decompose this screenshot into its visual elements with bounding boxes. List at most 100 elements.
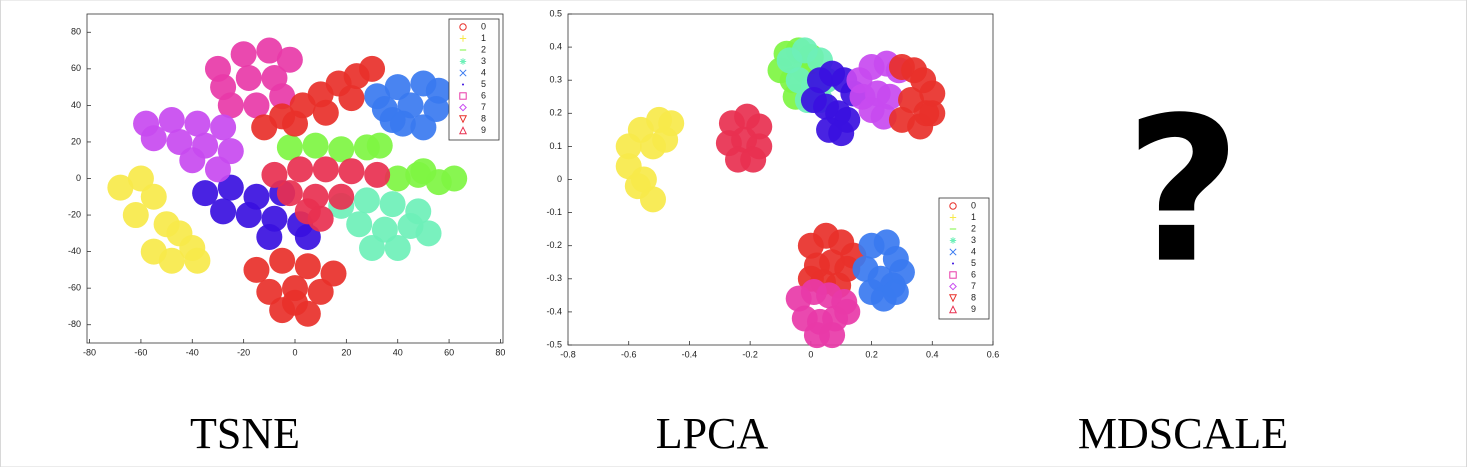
legend-label: 5 bbox=[971, 258, 976, 268]
point bbox=[140, 125, 167, 152]
point bbox=[410, 158, 437, 185]
point bbox=[261, 161, 288, 188]
x-tick-label: 60 bbox=[444, 347, 454, 357]
point bbox=[371, 216, 398, 243]
point bbox=[243, 92, 270, 119]
point bbox=[384, 234, 411, 261]
caption: LPCA bbox=[656, 409, 769, 458]
point bbox=[366, 132, 393, 159]
legend-symbol bbox=[949, 202, 957, 210]
x-tick-label: -40 bbox=[186, 347, 199, 357]
y-tick-label: -0.4 bbox=[546, 306, 562, 316]
point bbox=[140, 183, 167, 210]
point bbox=[338, 85, 365, 112]
x-tick-label: 0.2 bbox=[865, 349, 878, 359]
point bbox=[269, 83, 296, 110]
point bbox=[328, 136, 355, 163]
y-tick-label: 0 bbox=[76, 173, 81, 183]
y-tick-label: 40 bbox=[71, 100, 81, 110]
legend-symbol bbox=[948, 305, 958, 314]
point bbox=[338, 158, 365, 185]
point bbox=[876, 83, 903, 110]
x-tick-label: 0.4 bbox=[926, 349, 939, 359]
x-tick-label: -0.8 bbox=[560, 349, 576, 359]
point bbox=[379, 191, 406, 218]
caption: TSNE bbox=[190, 409, 300, 458]
point bbox=[328, 183, 355, 210]
caption: MDSCALE bbox=[1078, 409, 1288, 458]
legend-symbol bbox=[459, 92, 467, 100]
point bbox=[256, 278, 283, 305]
point bbox=[107, 174, 134, 201]
legend-label: 0 bbox=[971, 200, 976, 210]
legend-label: 0 bbox=[481, 21, 486, 31]
legend-symbol bbox=[459, 58, 467, 65]
y-tick-label: -0.5 bbox=[546, 339, 562, 349]
legend-label: 2 bbox=[971, 223, 976, 233]
y-tick-label: -40 bbox=[68, 246, 81, 256]
legend-symbol bbox=[949, 248, 957, 256]
point bbox=[415, 220, 442, 247]
legend-label: 6 bbox=[481, 90, 486, 100]
point bbox=[834, 298, 861, 325]
point bbox=[346, 211, 373, 238]
point bbox=[256, 37, 283, 64]
legend-label: 3 bbox=[971, 235, 976, 245]
point bbox=[630, 166, 657, 193]
point bbox=[302, 132, 329, 159]
point bbox=[158, 107, 185, 134]
legend-label: 2 bbox=[481, 44, 486, 54]
point bbox=[379, 107, 406, 134]
y-tick-label: 0.5 bbox=[549, 8, 562, 18]
y-tick-label: 0 bbox=[557, 174, 562, 184]
point bbox=[359, 234, 386, 261]
legend-symbol bbox=[459, 35, 467, 42]
legend-symbol bbox=[459, 23, 467, 31]
point bbox=[307, 205, 334, 232]
point bbox=[179, 147, 206, 174]
legend-label: 8 bbox=[971, 292, 976, 302]
legend-symbol bbox=[459, 103, 467, 112]
point bbox=[359, 55, 386, 82]
point bbox=[217, 174, 244, 201]
point bbox=[294, 253, 321, 280]
point bbox=[919, 80, 946, 107]
legend-symbol bbox=[949, 282, 957, 291]
point bbox=[184, 110, 211, 137]
x-tick-label: 80 bbox=[495, 347, 505, 357]
point bbox=[307, 278, 334, 305]
point bbox=[882, 279, 909, 306]
point bbox=[819, 322, 846, 349]
point bbox=[276, 46, 303, 73]
y-tick-label: 80 bbox=[71, 27, 81, 37]
point bbox=[217, 92, 244, 119]
legend-symbol bbox=[459, 69, 467, 77]
point bbox=[320, 260, 347, 287]
point bbox=[127, 165, 154, 192]
x-tick-label: 0 bbox=[808, 349, 813, 359]
x-tick-label: 40 bbox=[393, 347, 403, 357]
legend-label: 5 bbox=[481, 79, 486, 89]
y-tick-label: 0.2 bbox=[549, 108, 562, 118]
legend-label: 9 bbox=[481, 125, 486, 135]
point bbox=[410, 114, 437, 141]
x-tick-label: 0 bbox=[292, 347, 297, 357]
legend-label: 4 bbox=[481, 67, 486, 77]
legend-symbol bbox=[948, 294, 958, 303]
y-tick-label: -0.2 bbox=[546, 240, 562, 250]
point bbox=[140, 238, 167, 265]
point bbox=[828, 120, 855, 147]
point bbox=[217, 138, 244, 165]
point bbox=[166, 128, 193, 155]
point bbox=[312, 156, 339, 183]
point bbox=[294, 223, 321, 250]
point bbox=[192, 180, 219, 207]
legend-label: 3 bbox=[481, 56, 486, 66]
y-tick-label: 20 bbox=[71, 136, 81, 146]
point bbox=[919, 100, 946, 127]
legend-label: 8 bbox=[481, 113, 486, 123]
legend-box bbox=[938, 197, 990, 320]
x-tick-label: -60 bbox=[134, 347, 147, 357]
point bbox=[243, 256, 270, 283]
